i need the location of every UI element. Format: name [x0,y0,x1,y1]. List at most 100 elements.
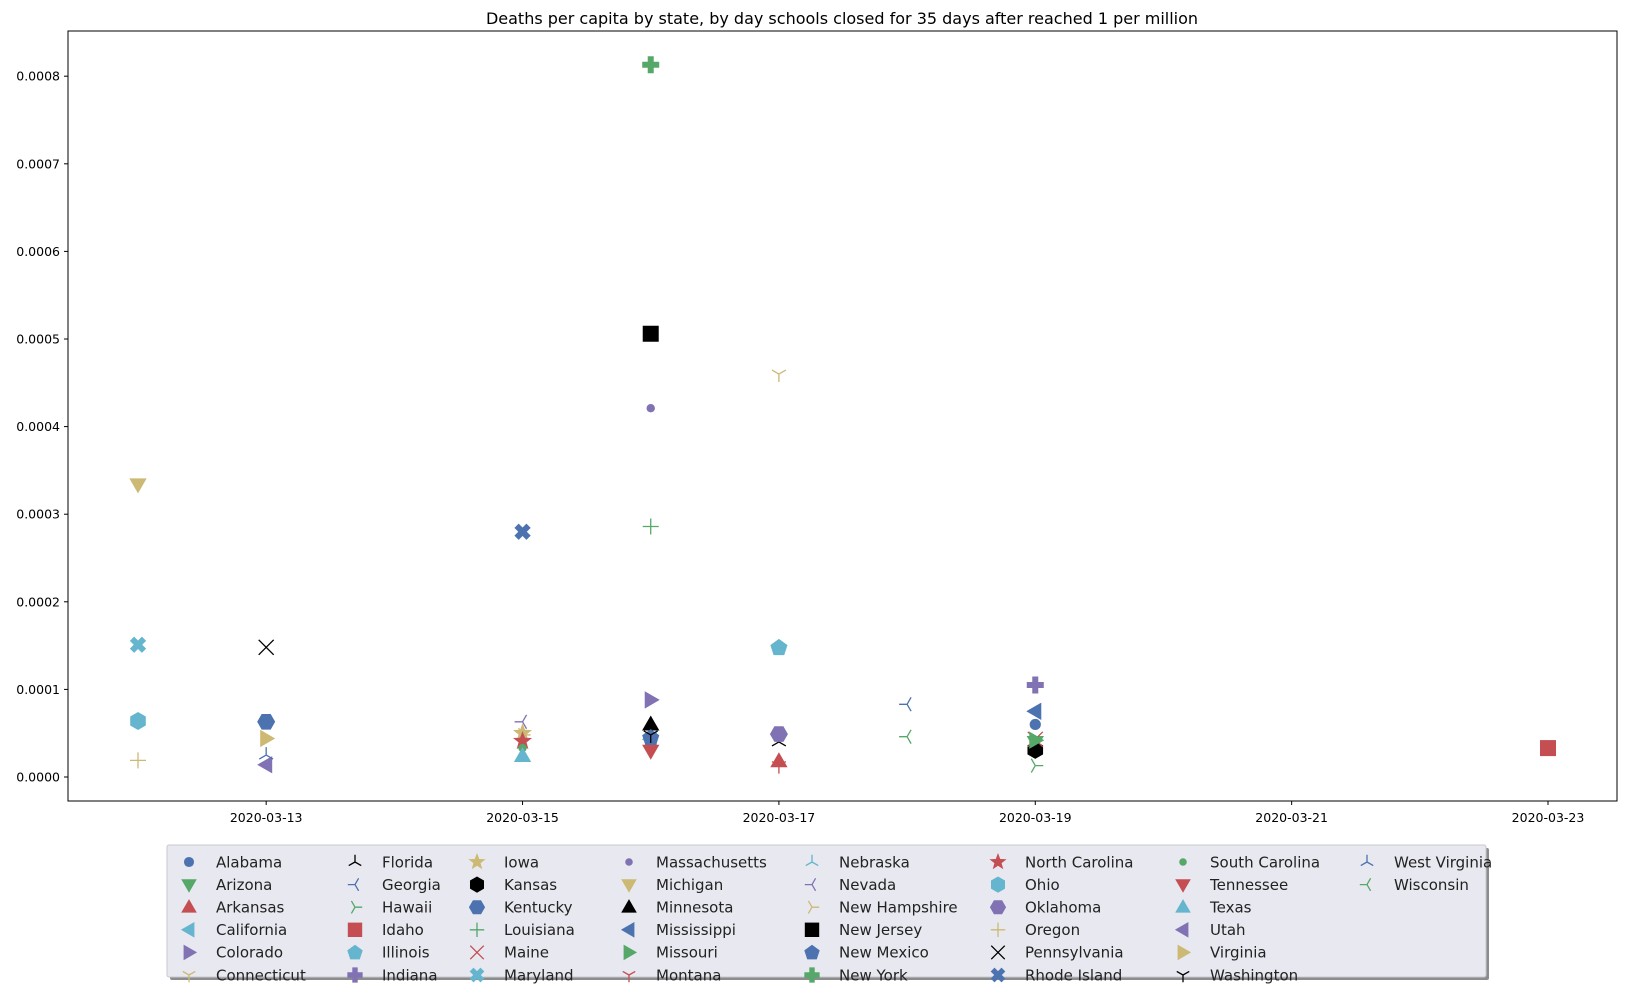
legend-item-nebraska: Nebraska [805,853,910,871]
data-point-alabama [1029,718,1041,731]
legend-item-florida: Florida [348,853,433,871]
legend-marker [468,853,486,870]
legend-item-illinois: Illinois [347,944,430,962]
legend-item-montana: Montana [622,966,721,984]
legend-label: Wisconsin [1394,876,1469,894]
legend-label: Ohio [1025,876,1060,894]
legend-label: Michigan [656,876,723,894]
legend-label: California [216,921,287,939]
legend-item-kentucky: Kentucky [468,899,573,917]
legend-label: Georgia [382,876,441,894]
legend-marker [469,967,485,983]
legend-item-oregon: Oregon [990,921,1080,939]
data-point-north-carolina [513,731,533,750]
legend-item-massachusetts: Massachusetts [625,853,767,871]
legend-label: Nevada [839,876,896,894]
legend-item-west-virginia: West Virginia [1360,853,1492,871]
x-tick-label: 2020-03-15 [486,810,559,825]
y-tick-label: 0.0008 [16,69,60,84]
legend-label: Maine [504,944,549,962]
legend-marker [347,944,363,960]
legend-item-maryland: Maryland [469,966,574,984]
legend-marker [621,899,637,913]
legend-item-arizona: Arizona [181,876,272,894]
x-tick-label: 2020-03-13 [230,810,303,825]
legend-marker [804,878,817,892]
y-axis: 0.0000 0.0001 0.0002 0.0003 0.0004 0.0005 0.00… [16,69,68,785]
legend-label: Minnesota [656,899,733,917]
legend-label: Virginia [1210,944,1267,962]
data-point-new-york [642,56,660,74]
legend-item-south-carolina: South Carolina [1179,853,1320,871]
data-point-colorado [644,691,660,709]
legend-marker [989,853,1007,870]
legend-item-pennsylvania: Pennsylvania [990,944,1124,962]
legend-label: Iowa [504,853,539,871]
data-point-new-jersey [642,325,659,342]
legend-item-alabama: Alabama [183,853,282,871]
legend-marker [805,854,819,867]
legend-item-hawaii: Hawaii [350,899,432,917]
legend-marker [804,944,820,960]
legend-box [166,844,1487,978]
y-tick-label: 0.0004 [16,419,60,434]
legend-marker [804,922,820,937]
legend-label: Texas [1209,899,1252,917]
legend-marker [469,922,485,937]
legend-item-indiana: Indiana [347,966,438,984]
legend-item-louisiana: Louisiana [469,921,575,939]
legend-item-north-carolina: North Carolina [989,853,1133,871]
legend-label: North Carolina [1025,853,1133,871]
legend-label: Arkansas [216,899,285,917]
legend-label: Oklahoma [1025,899,1101,917]
y-tick-label: 0.0007 [16,156,60,171]
legend-label: Rhode Island [1025,966,1122,984]
data-point-texas [513,746,532,762]
legend-marker [180,922,195,938]
legend-item-california: California [180,921,287,939]
legend-label: New Mexico [839,944,929,962]
legend-marker [990,876,1006,893]
plot-border [67,30,1618,802]
legend-label: Washington [1210,966,1298,984]
legend-marker [469,945,485,960]
data-point-michigan [129,478,147,494]
legend-marker [990,967,1006,983]
data-point-hawaii [1030,758,1044,773]
legend-label: Utah [1210,921,1246,939]
legend-marker [469,876,485,893]
legend-item-colorado: Colorado [183,944,283,962]
legend-item-utah: Utah [1174,921,1246,939]
legend-label: Colorado [216,944,283,962]
legend-marker [182,970,196,983]
legend-marker [804,967,820,983]
x-tick-label: 2020-03-23 [1512,810,1585,825]
legend-label: Indiana [382,966,438,984]
legend-marker [181,879,197,893]
legend-item-new-hampshire: New Hampshire [807,899,958,917]
legend-item-mississippi: Mississippi [620,921,736,939]
legend-item-missouri: Missouri [623,944,718,962]
legend-marker [807,900,820,914]
data-point-ohio [130,711,146,730]
y-tick-label: 0.0002 [16,594,60,609]
data-point-idaho [1540,740,1556,757]
data-point-oregon [130,752,146,769]
legend-item-texas: Texas [1175,899,1252,917]
legend-marker [350,900,363,914]
legend-item-washington: Washington [1176,966,1298,984]
data-point-wisconsin [899,729,912,744]
legend-label: Nebraska [839,853,910,871]
legend-label: Hawaii [382,899,432,917]
legend-marker [347,967,363,983]
data-point-kentucky [257,714,276,730]
legend-marker [1179,858,1187,866]
legend-label: New Jersey [839,921,922,939]
legend-marker [183,856,195,868]
legend: Alabama Arizona Arkansas California Colorado… [166,844,1492,984]
legend-label: Arizona [216,876,272,894]
legend-item-new-york: New York [804,966,908,984]
data-point-pennsylvania [258,639,275,656]
legend-item-maine: Maine [469,944,549,962]
legend-marker [1175,879,1191,893]
